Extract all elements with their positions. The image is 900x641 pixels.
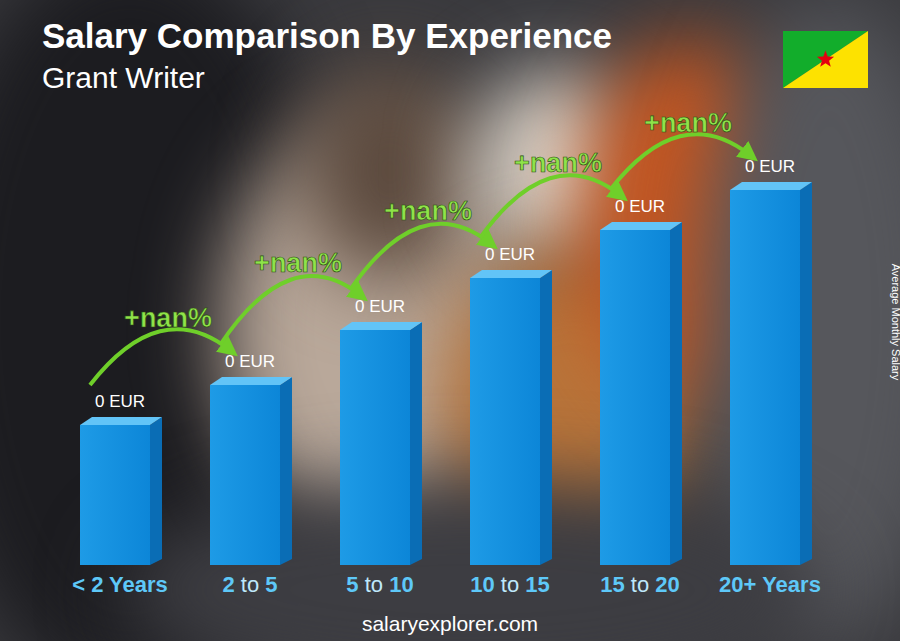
category-label: 15 to 20 xyxy=(600,572,680,597)
decor-column-side xyxy=(280,377,292,565)
growth-annotation: +nan% xyxy=(644,108,732,138)
decor-column-side xyxy=(410,322,422,565)
flag-star xyxy=(817,51,834,67)
flag-yellow xyxy=(783,31,868,88)
category-label-part: 15 xyxy=(519,572,550,597)
bar xyxy=(600,565,670,566)
category-label-part: Years xyxy=(756,572,820,597)
decor-column-front xyxy=(80,425,150,565)
decor-column-front xyxy=(470,278,540,565)
title: Salary Comparison By Experience xyxy=(42,16,612,55)
decor-column-top xyxy=(600,222,682,230)
decor-column xyxy=(470,270,552,565)
category-label-part: 20+ xyxy=(719,572,756,597)
category-label: 20+ Years xyxy=(719,572,821,597)
growth-arrow xyxy=(220,276,360,345)
chart: 0 EUR < 2 Years 0 EUR 2 to 5 0 EUR 5 to 10 0 E… xyxy=(0,0,900,641)
category-label-part: 5 xyxy=(346,572,358,597)
data-label: 0 EUR xyxy=(225,352,275,371)
category-label-part: to xyxy=(495,572,519,597)
category-label: 2 to 5 xyxy=(222,572,277,597)
decor-column-top xyxy=(210,377,292,385)
decor-column xyxy=(340,322,422,565)
growth-annotation: +nan% xyxy=(124,303,212,333)
category-label-part: 20 xyxy=(649,572,680,597)
bar xyxy=(470,565,540,566)
growth-arrow xyxy=(480,175,620,238)
y-axis-label: Average Monthly Salary xyxy=(890,264,900,381)
decor-column-front xyxy=(340,330,410,565)
bar xyxy=(730,565,800,566)
category-label-part: 10 xyxy=(470,572,494,597)
data-label: 0 EUR xyxy=(95,392,145,411)
bar xyxy=(80,565,150,566)
category-label-part: to xyxy=(235,572,259,597)
growth-annotation: +nan% xyxy=(514,148,602,178)
data-label: 0 EUR xyxy=(355,297,405,316)
decor-column-front xyxy=(600,230,670,565)
decor-column xyxy=(600,222,682,565)
category-label: 10 to 15 xyxy=(470,572,550,597)
category-label-part: Years xyxy=(103,572,167,597)
growth-arrow xyxy=(350,224,490,290)
category-label-part: < xyxy=(72,572,85,597)
decor-column-top xyxy=(470,270,552,278)
category-label-part: 10 xyxy=(383,572,414,597)
decor-column-top xyxy=(730,182,812,190)
subtitle: Grant Writer xyxy=(42,61,205,94)
decor-column-side xyxy=(540,270,552,565)
flag-green xyxy=(783,31,868,88)
category-label-part: 5 xyxy=(259,572,277,597)
category-label-part: to xyxy=(359,572,383,597)
category-label: 5 to 10 xyxy=(346,572,413,597)
growth-arrow xyxy=(610,134,750,190)
flag xyxy=(783,31,868,88)
decor-column-side xyxy=(670,222,682,565)
data-label: 0 EUR xyxy=(615,197,665,216)
decor-column-side xyxy=(800,182,812,565)
category-label-part: 15 xyxy=(600,572,624,597)
growth-annotation: +nan% xyxy=(254,248,342,278)
growth-annotation: +nan% xyxy=(384,196,472,226)
data-label: 0 EUR xyxy=(485,245,535,264)
category-label-part: 2 xyxy=(222,572,234,597)
decor-column-top xyxy=(340,322,422,330)
data-label: 0 EUR xyxy=(745,157,795,176)
decor-column-top xyxy=(80,417,162,425)
category-label-part: 2 xyxy=(85,572,103,597)
source: salaryexplorer.com xyxy=(362,612,538,635)
decor-column-front xyxy=(730,190,800,565)
decor-column xyxy=(210,377,292,565)
bar xyxy=(210,565,280,566)
decor-column xyxy=(730,182,812,565)
decor-column-side xyxy=(150,417,162,565)
bar xyxy=(340,565,410,566)
growth-arrow xyxy=(90,329,230,385)
decor-column xyxy=(80,417,162,565)
category-label: < 2 Years xyxy=(72,572,168,597)
category-label-part: to xyxy=(625,572,649,597)
decor-column-front xyxy=(210,385,280,565)
